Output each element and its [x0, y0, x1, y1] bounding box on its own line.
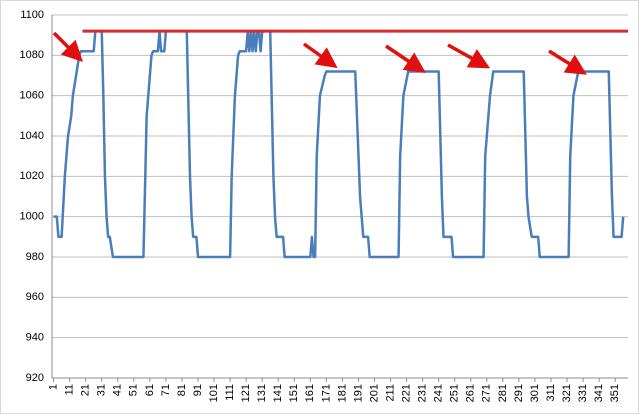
y-tick-label: 980 [26, 251, 44, 263]
x-tick-label: 181 [336, 384, 348, 402]
arrow [302, 42, 338, 69]
x-tick-label: 41 [112, 384, 124, 396]
x-tick-label: 211 [384, 384, 396, 402]
x-tick-label: 231 [417, 384, 429, 402]
x-tick-label: 51 [128, 384, 140, 396]
x-tick-label: 221 [400, 384, 412, 402]
x-tick-label: 201 [368, 384, 380, 402]
x-tick-label: 91 [192, 384, 204, 396]
arrow [385, 44, 426, 73]
y-tick-label: 1100 [20, 9, 44, 21]
x-tick-label: 151 [288, 384, 300, 402]
x-tick-label: 351 [609, 384, 621, 402]
data-line [53, 29, 625, 259]
y-tick-label: 1060 [20, 90, 44, 102]
y-tick-label: 1000 [20, 211, 44, 223]
x-tick-label: 61 [144, 384, 156, 396]
x-tick-label: 171 [320, 384, 332, 402]
x-tick-label: 251 [449, 384, 461, 402]
x-tick-label: 331 [577, 384, 589, 402]
x-tick-label: 341 [593, 384, 605, 402]
arrow [548, 49, 587, 75]
y-tick-label: 1020 [20, 170, 44, 182]
arrow [447, 43, 491, 69]
x-tick-label: 191 [352, 384, 364, 402]
x-tick-label: 261 [465, 384, 477, 402]
x-tick-label: 121 [240, 384, 252, 402]
x-tick-label: 141 [272, 384, 284, 402]
x-tick-label: 291 [513, 384, 525, 402]
x-tick-label: 161 [304, 384, 316, 402]
x-tick-label: 131 [256, 384, 268, 402]
x-tick-label: 321 [561, 384, 573, 402]
x-tick-label: 281 [497, 384, 509, 402]
y-tick-label: 920 [26, 372, 44, 384]
y-tick-label: 1080 [20, 49, 44, 61]
x-tick-label: 271 [481, 384, 493, 402]
y-tick-label: 960 [26, 291, 44, 303]
x-tick-label: 1 [48, 384, 60, 390]
x-tick-label: 11 [64, 384, 76, 395]
x-tick-label: 111 [224, 384, 236, 401]
annotation-arrows [52, 31, 587, 75]
x-tick-label: 81 [176, 384, 188, 396]
y-tick-label: 940 [26, 332, 44, 344]
x-tick-label: 311 [545, 384, 557, 402]
x-tick-label: 21 [80, 384, 92, 396]
x-tick-label: 241 [433, 384, 445, 402]
x-tick-label: 71 [160, 384, 172, 396]
arrow [52, 31, 83, 62]
x-tick-label: 301 [529, 384, 541, 402]
x-tick-label: 101 [208, 384, 220, 402]
y-tick-label: 1040 [20, 130, 44, 142]
x-tick-label: 31 [96, 384, 108, 396]
